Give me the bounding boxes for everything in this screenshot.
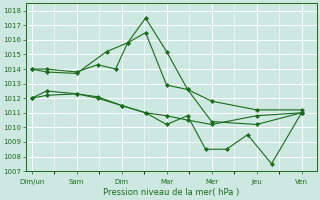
X-axis label: Pression niveau de la mer( hPa ): Pression niveau de la mer( hPa ): [103, 188, 239, 197]
